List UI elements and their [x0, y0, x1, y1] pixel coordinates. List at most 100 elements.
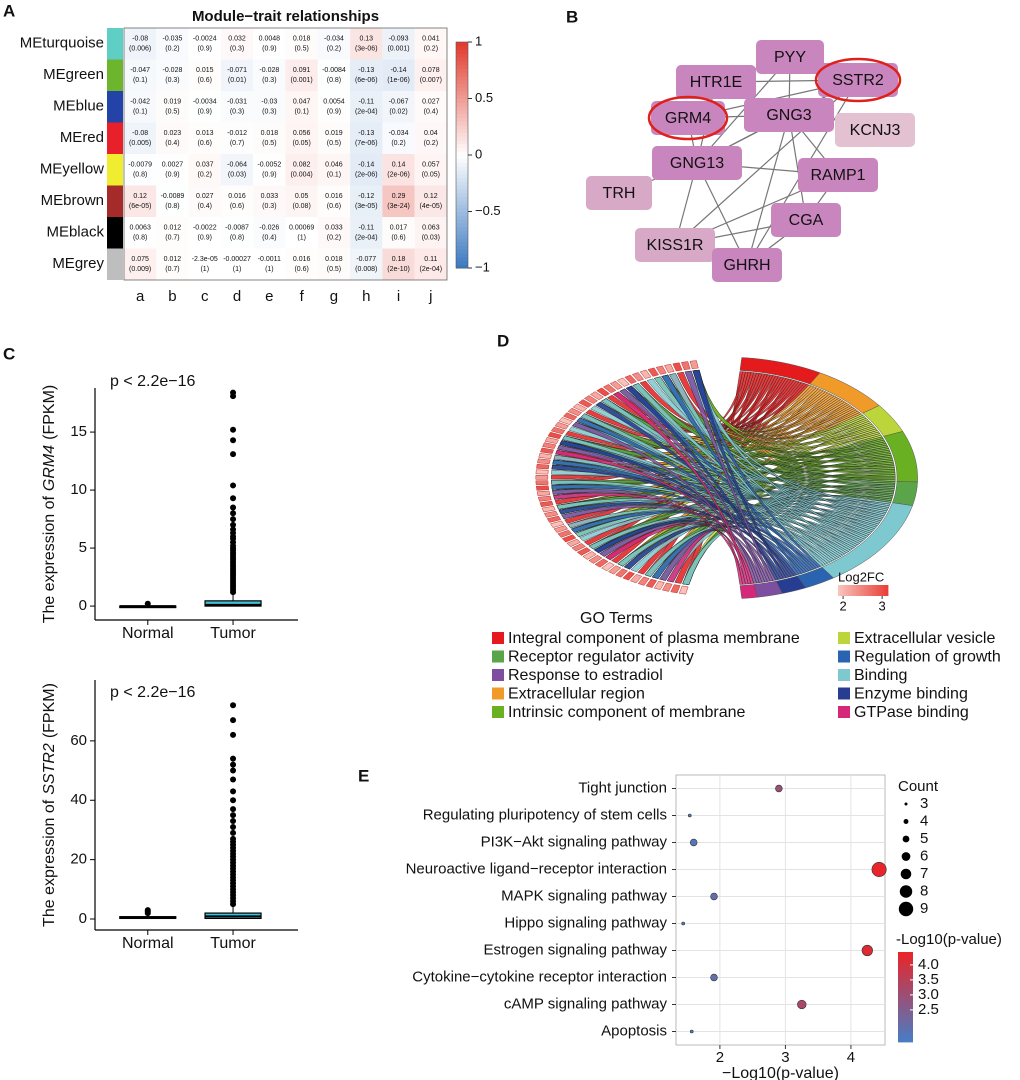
cell-value: 0.0048 — [259, 36, 281, 43]
cell — [350, 185, 383, 217]
colorbar-step — [842, 585, 845, 596]
colorbar-step — [456, 222, 468, 228]
cell — [317, 154, 351, 186]
outlier — [230, 823, 237, 830]
colorbar-step — [860, 585, 863, 596]
cell — [253, 28, 286, 60]
gene-box — [647, 367, 660, 377]
colorbar-step — [898, 1030, 913, 1034]
cell-value: 0.033 — [261, 193, 279, 200]
cell — [414, 217, 447, 249]
colorbar-step — [862, 585, 865, 596]
ribbon — [666, 530, 743, 585]
colorbar-step — [898, 1003, 913, 1007]
gene-box — [546, 515, 562, 523]
gene-box — [681, 361, 691, 371]
colorbar-step — [456, 188, 468, 194]
y-tick-label: Cytokine−cytokine receptor interaction — [412, 968, 667, 985]
cell-pvalue: (0.4) — [424, 109, 438, 116]
cell — [220, 217, 254, 249]
colorbar-step — [456, 106, 468, 111]
cell-value: 0.12 — [133, 193, 147, 200]
row-color — [107, 91, 123, 123]
y-tick-label: Estrogen signaling pathway — [484, 941, 668, 958]
cell-pvalue: (0.05) — [293, 140, 311, 147]
cell — [253, 217, 286, 249]
cell-pvalue: (0.2) — [327, 46, 341, 53]
cell-pvalue: (0.7) — [230, 140, 244, 147]
column-label: e — [265, 288, 273, 305]
cell-value: 0.018 — [325, 256, 343, 263]
colorbar-step — [456, 219, 468, 224]
gene-box — [678, 585, 689, 595]
legend-label: GTPase binding — [854, 704, 969, 721]
y-tick-label: PI3K−Akt signaling pathway — [481, 833, 668, 850]
gene-box — [589, 391, 604, 401]
y-tick-label: Tight junction — [578, 779, 667, 796]
cell-pvalue: (0.2) — [424, 140, 438, 147]
cell-pvalue: (0.9) — [198, 46, 212, 53]
colorbar-step — [456, 234, 468, 239]
cell-value: -0.0052 — [257, 162, 281, 169]
cell — [317, 122, 351, 154]
cell-pvalue: (0.5) — [327, 266, 341, 273]
column-label: i — [397, 288, 400, 305]
cell — [124, 122, 157, 154]
cell — [188, 28, 221, 60]
colorbar-tick-label: 3 — [879, 598, 886, 613]
legend-label: Extracellular vesicle — [854, 630, 995, 647]
cell-value: 0.019 — [325, 130, 343, 137]
size-legend-mark — [899, 885, 913, 898]
colorbar-step — [456, 90, 468, 96]
cell-value: -0.093 — [389, 36, 409, 43]
colorbar-step — [456, 215, 468, 220]
cell-pvalue: (0.9) — [327, 109, 341, 116]
colorbar-step — [898, 961, 913, 965]
bubble — [871, 861, 887, 877]
cell — [124, 185, 157, 217]
cell-value: -0.13 — [358, 130, 374, 137]
gene-box — [553, 525, 569, 533]
cell — [285, 59, 318, 91]
colorbar-step — [852, 585, 855, 596]
colorbar-step — [872, 585, 875, 596]
colorbar-step — [898, 1009, 913, 1013]
gene-box — [562, 412, 578, 421]
cell-pvalue: (0.1) — [327, 172, 341, 179]
panel-label: C — [3, 344, 15, 363]
plot-area — [675, 774, 886, 1046]
network-node — [712, 248, 782, 282]
colorbar-step — [898, 1036, 913, 1040]
gene-box — [535, 485, 550, 491]
cell-pvalue: (0.08) — [293, 203, 311, 210]
gene-box — [689, 360, 699, 369]
cell-value: -0.028 — [259, 67, 279, 74]
cell — [156, 185, 189, 217]
cell — [414, 91, 447, 123]
outlier — [230, 731, 237, 738]
colorbar-step — [898, 985, 913, 989]
cell — [350, 248, 383, 280]
gene-box — [572, 403, 588, 412]
cell-value: 0.016 — [228, 193, 246, 200]
bubble — [687, 813, 692, 818]
colorbar-step — [898, 1015, 913, 1019]
colorbar-step — [878, 585, 881, 596]
cell-pvalue: (0.2) — [424, 46, 438, 53]
gene-box — [629, 574, 643, 584]
colorbar-step — [898, 1033, 913, 1037]
cell-pvalue: (0.3) — [230, 46, 244, 53]
gene-box — [571, 543, 586, 552]
gene-box — [554, 421, 569, 430]
cell-value: 0.0054 — [323, 99, 345, 106]
colorbar-step — [456, 162, 468, 167]
colorbar-step — [886, 585, 889, 596]
cell-pvalue: (0.5) — [327, 140, 341, 147]
cell — [253, 248, 286, 280]
cell-pvalue: (2e-10) — [387, 266, 410, 273]
colorbar-tick-label: −0.5 — [475, 203, 501, 218]
cell — [156, 59, 189, 91]
gene-box — [639, 369, 652, 379]
gene-box — [578, 399, 593, 408]
size-legend-mark — [900, 868, 912, 880]
